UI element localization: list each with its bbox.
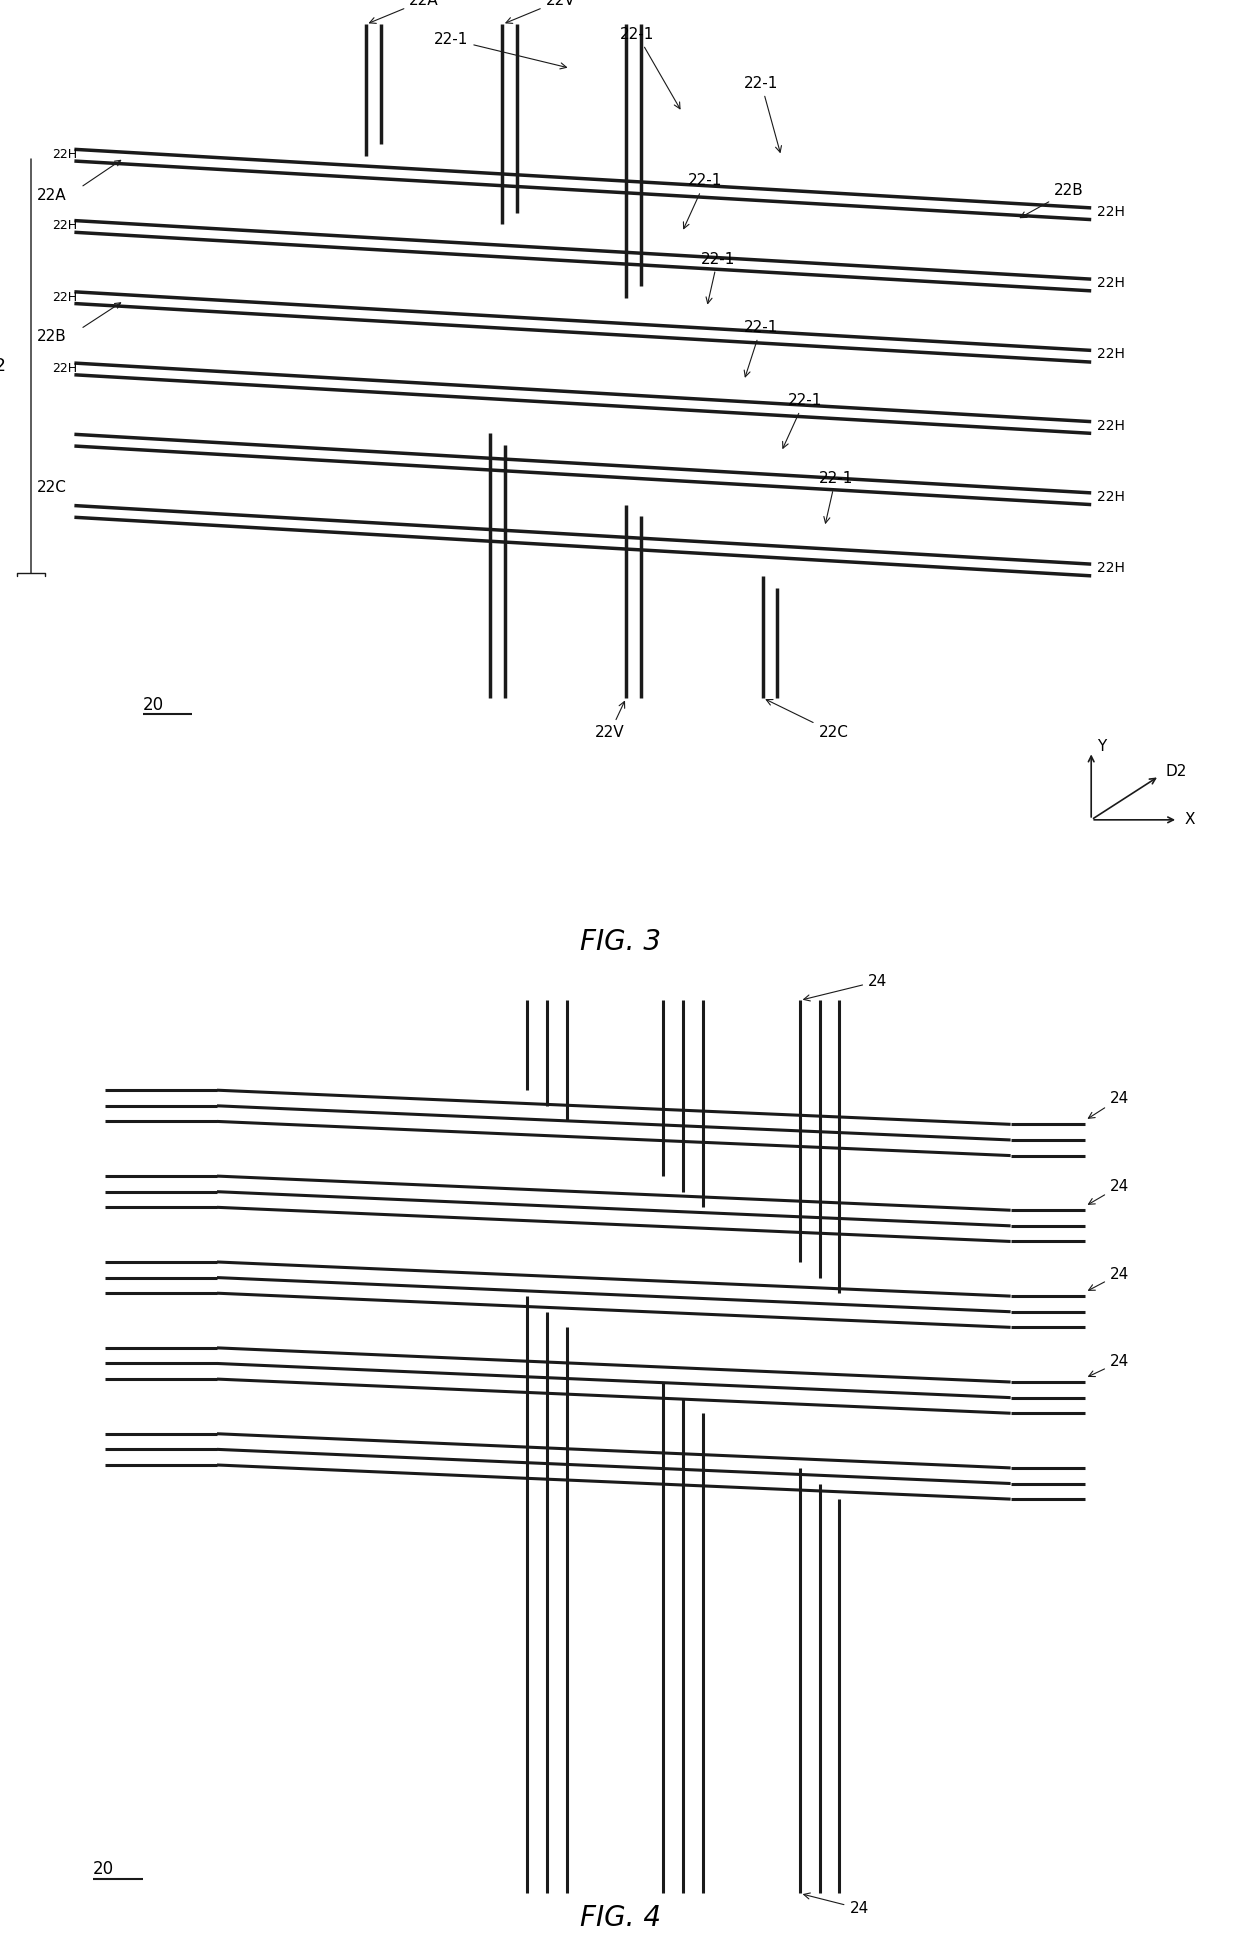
Text: 22H: 22H	[1097, 347, 1125, 361]
Text: 24: 24	[1089, 1355, 1130, 1376]
Text: 20: 20	[93, 1860, 114, 1878]
Text: 22-1: 22-1	[818, 470, 853, 523]
Text: 22-1: 22-1	[434, 31, 567, 68]
Text: Y: Y	[1097, 740, 1106, 753]
Text: 22C: 22C	[766, 699, 848, 740]
Text: FIG. 4: FIG. 4	[579, 1905, 661, 1932]
Text: 22H: 22H	[52, 361, 77, 375]
Text: 24: 24	[1089, 1267, 1130, 1290]
Text: 22-1: 22-1	[744, 320, 779, 377]
Text: 24: 24	[804, 974, 888, 1001]
Text: 22H: 22H	[52, 291, 77, 303]
Text: 24: 24	[1089, 1091, 1130, 1118]
Text: 22-1: 22-1	[620, 27, 680, 109]
Text: 20: 20	[143, 695, 164, 714]
Text: 22-1: 22-1	[744, 76, 781, 152]
Text: 22H: 22H	[1097, 560, 1125, 576]
Text: FIG. 3: FIG. 3	[579, 929, 661, 956]
Text: 22H: 22H	[1097, 490, 1125, 504]
Text: 24: 24	[804, 1893, 869, 1917]
Text: 22B: 22B	[37, 330, 67, 344]
Text: 22H: 22H	[52, 219, 77, 232]
Text: 22-1: 22-1	[701, 252, 735, 303]
Text: 22H: 22H	[1097, 418, 1125, 433]
Text: 22C: 22C	[37, 480, 67, 496]
Text: 22H: 22H	[52, 148, 77, 160]
Text: X: X	[1184, 812, 1194, 828]
Text: 22-1: 22-1	[683, 174, 723, 228]
Text: 22A: 22A	[370, 0, 439, 23]
Text: 22-1: 22-1	[782, 392, 822, 449]
Text: 22B: 22B	[1021, 183, 1084, 219]
Text: 22: 22	[0, 357, 6, 375]
Text: 22V: 22V	[595, 701, 625, 740]
Text: D2: D2	[1166, 763, 1187, 779]
Text: 22V: 22V	[506, 0, 575, 23]
Text: 22H: 22H	[1097, 275, 1125, 291]
Text: 24: 24	[1089, 1179, 1130, 1204]
Text: 22A: 22A	[37, 187, 67, 203]
Text: 22H: 22H	[1097, 205, 1125, 219]
